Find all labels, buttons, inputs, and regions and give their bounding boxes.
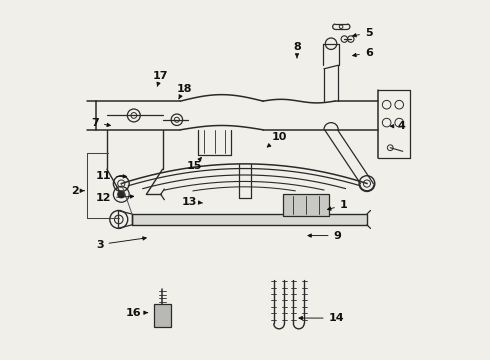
Text: 11: 11 — [96, 171, 126, 181]
FancyBboxPatch shape — [132, 214, 367, 225]
Text: 2: 2 — [71, 186, 84, 196]
Text: 9: 9 — [308, 231, 342, 240]
Text: 7: 7 — [91, 118, 110, 128]
Text: 12: 12 — [96, 193, 134, 203]
Text: 17: 17 — [153, 71, 169, 86]
Text: 15: 15 — [187, 157, 202, 171]
Text: 5: 5 — [353, 28, 372, 38]
Text: 6: 6 — [353, 48, 373, 58]
Text: 1: 1 — [327, 200, 347, 210]
FancyBboxPatch shape — [283, 194, 329, 216]
Text: 4: 4 — [391, 121, 405, 131]
Text: 14: 14 — [299, 313, 344, 323]
Text: 10: 10 — [267, 132, 287, 147]
FancyBboxPatch shape — [153, 304, 171, 327]
Text: 16: 16 — [126, 308, 147, 318]
Text: 18: 18 — [176, 84, 192, 99]
Text: 13: 13 — [182, 197, 203, 207]
Text: 3: 3 — [96, 237, 146, 249]
Text: 8: 8 — [293, 42, 301, 58]
Circle shape — [118, 191, 125, 198]
